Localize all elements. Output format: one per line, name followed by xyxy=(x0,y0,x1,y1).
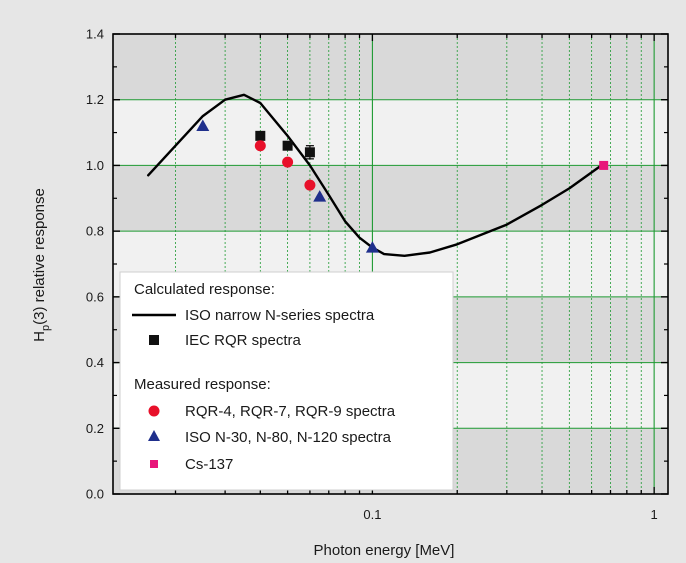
legend-triangle-label: ISO N-30, N-80, N-120 spectra xyxy=(185,429,392,446)
y-tick-label: 0.0 xyxy=(86,487,104,502)
legend-cs-label: Cs-137 xyxy=(185,456,233,473)
y-tick-label: 1.2 xyxy=(86,92,104,107)
data-markers xyxy=(196,119,609,253)
marker-iec-rqr xyxy=(282,140,293,151)
marker-iso-n-measured xyxy=(196,119,210,131)
marker-iec-rqr xyxy=(255,130,266,141)
x-axis-title: Photon energy [MeV] xyxy=(314,542,455,559)
y-tick-label: 0.6 xyxy=(86,289,104,304)
y-axis-title-rest: (3) relative response xyxy=(31,188,48,325)
x-tick-label: 0.1 xyxy=(363,507,381,522)
legend-triangle-swatch xyxy=(148,430,160,441)
calculated-response-curve xyxy=(146,93,603,258)
legend: Calculated response: ISO narrow N-series… xyxy=(119,271,454,491)
legend-circle-label: RQR-4, RQR-7, RQR-9 spectra xyxy=(185,403,396,420)
y-tick-label: 1.0 xyxy=(86,158,104,173)
legend-line-label: ISO narrow N-series spectra xyxy=(185,307,375,324)
marker-cs-137 xyxy=(599,160,609,170)
y-tick-label: 1.4 xyxy=(86,27,104,42)
marker-iso-n-measured xyxy=(365,241,379,253)
legend-heading-calculated: Calculated response: xyxy=(134,281,275,298)
background-bands xyxy=(113,34,668,494)
background-band xyxy=(113,34,668,100)
y-tick-label: 0.4 xyxy=(86,355,104,370)
legend-cs-swatch xyxy=(150,460,158,468)
marker-iec-rqr xyxy=(304,147,315,158)
legend-heading-measured: Measured response: xyxy=(134,376,271,393)
y-tick-label: 0.2 xyxy=(86,421,104,436)
legend-box xyxy=(119,271,454,491)
marker-rqr-measured xyxy=(254,140,266,152)
legend-circle-swatch xyxy=(148,405,160,417)
x-tick-labels: 0.1 1 xyxy=(363,507,657,522)
marker-rqr-measured xyxy=(304,179,316,191)
legend-square-swatch xyxy=(149,335,159,345)
y-axis-title-main: H xyxy=(31,331,48,342)
x-tick-label: 1 xyxy=(651,507,658,522)
marker-rqr-measured xyxy=(282,156,294,168)
background-band xyxy=(113,165,668,232)
y-axis-title: Hp(3) relative response xyxy=(31,188,52,342)
marker-iso-n-measured xyxy=(313,190,327,202)
calculated-response-line xyxy=(146,93,603,258)
y-tick-labels: 0.0 0.2 0.4 0.6 0.8 1.0 1.2 1.4 xyxy=(86,27,104,502)
legend-square-label: IEC RQR spectra xyxy=(185,332,302,349)
y-axis-title-sub: p xyxy=(40,325,52,331)
y-tick-label: 0.8 xyxy=(86,224,104,239)
